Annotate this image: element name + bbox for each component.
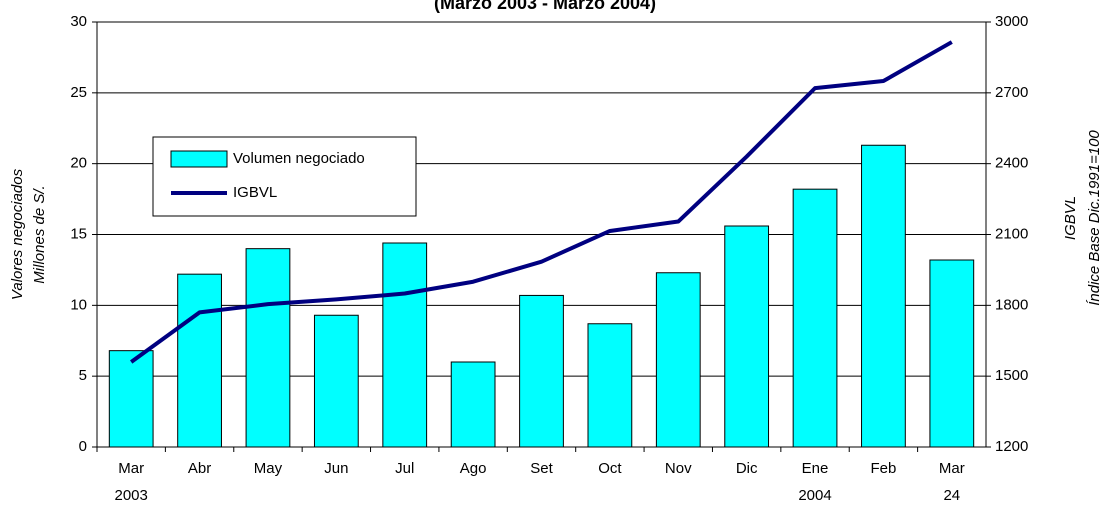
bar [861,144,906,448]
x-tick-label: Feb [870,460,896,477]
y-tick-label: 15 [70,225,87,242]
y2-tick-label: 2400 [995,155,1028,172]
x-tick-label: Set [530,460,553,477]
y2-tick-label: 2100 [995,225,1028,242]
x-tick-label: Jul [395,460,414,477]
y2-axis-title: IGBVL [1062,196,1079,240]
bar [929,259,975,448]
bar [655,272,701,448]
legend-label: Volumen negociado [233,150,365,167]
y-tick-label: 20 [70,155,87,172]
y2-tick-label: 2700 [995,84,1028,101]
y2-tick-label: 1800 [995,296,1028,313]
y-tick-label: 30 [70,13,87,30]
x-year-label: 2004 [798,487,831,504]
bar [792,188,838,448]
y-tick-label: 5 [79,367,87,384]
legend-label: IGBVL [233,184,277,201]
legend-swatch [170,150,228,168]
chart-title: (Marzo 2003 - Marzo 2004) [434,0,656,13]
bar [245,248,291,448]
x-tick-label: Abr [188,460,211,477]
y2-axis-title: Índice Base Dic.1991=100 [1086,130,1103,306]
x-tick-label: May [254,460,283,477]
bar [724,225,770,448]
x-tick-label: Mar [118,460,144,477]
y-axis-title: Millones de S/. [31,185,48,283]
x-tick-label: Jun [324,460,348,477]
y-tick-label: 10 [70,296,87,313]
x-year-label: 24 [943,487,960,504]
x-tick-label: Oct [598,460,622,477]
bar [450,361,496,448]
bar [587,323,633,448]
y-axis-title: Valores negociados [9,168,26,300]
y-tick-label: 0 [79,438,87,455]
bar [313,314,359,448]
x-tick-label: Dic [736,460,758,477]
x-tick-label: Nov [665,460,692,477]
y2-tick-label: 3000 [995,13,1028,30]
y-tick-label: 25 [70,84,87,101]
x-year-label: 2003 [115,487,148,504]
bar [519,294,564,448]
x-tick-label: Ago [460,460,487,477]
bar [108,350,154,448]
legend-box [152,136,417,217]
bar [177,273,222,448]
bar [382,242,428,448]
line [130,40,953,364]
y2-tick-label: 1200 [995,438,1028,455]
x-tick-label: Ene [802,460,829,477]
y2-tick-label: 1500 [995,367,1028,384]
x-tick-label: Mar [939,460,965,477]
